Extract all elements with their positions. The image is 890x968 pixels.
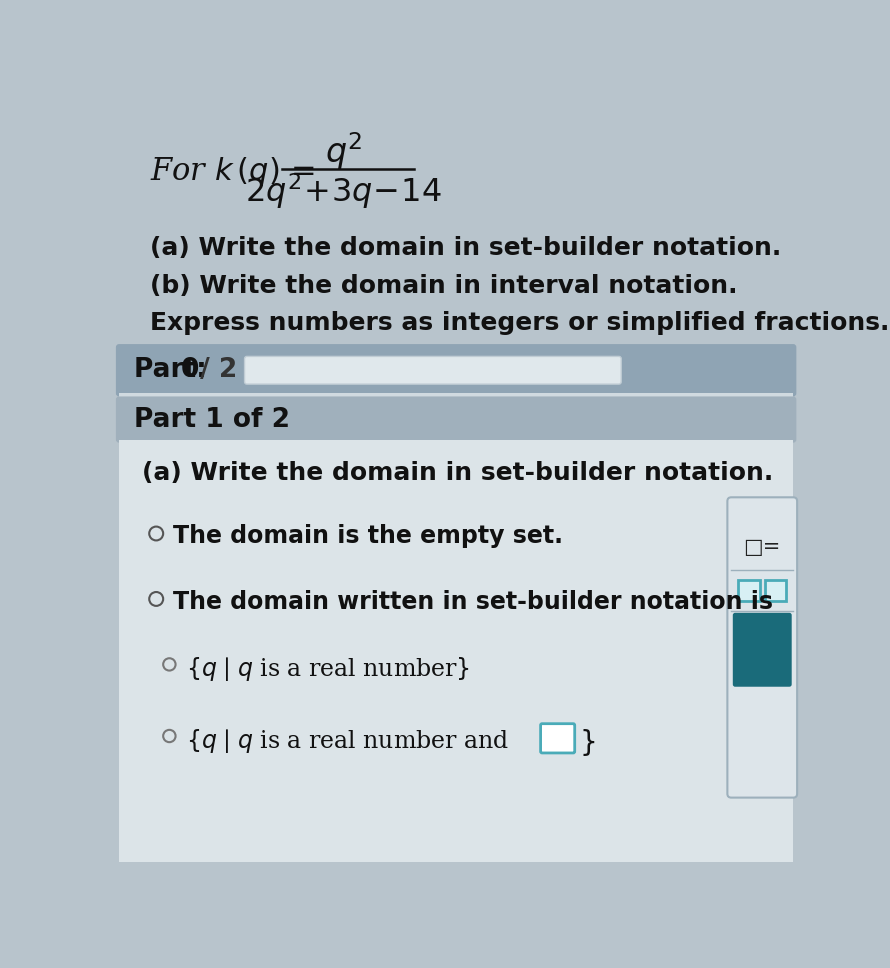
Text: (a) Write the domain in set-builder notation.: (a) Write the domain in set-builder nota…: [150, 235, 781, 259]
FancyBboxPatch shape: [119, 439, 793, 862]
Text: $\}$: $\}$: [579, 727, 595, 758]
FancyBboxPatch shape: [116, 344, 797, 397]
FancyBboxPatch shape: [738, 580, 760, 601]
Text: $\{q\mid q$ is a real number$\}$: $\{q\mid q$ is a real number$\}$: [186, 655, 471, 683]
Text: $q^2$: $q^2$: [325, 130, 362, 171]
Text: (a) Write the domain in set-builder notation.: (a) Write the domain in set-builder nota…: [142, 461, 773, 485]
Text: For $k\,(q)\,=$: For $k\,(q)\,=$: [150, 155, 315, 188]
Text: Express numbers as integers or simplified fractions.: Express numbers as integers or simplifie…: [150, 311, 889, 335]
Text: The domain written in set-builder notation is: The domain written in set-builder notati…: [174, 590, 773, 614]
FancyBboxPatch shape: [111, 116, 801, 355]
FancyBboxPatch shape: [765, 580, 786, 601]
FancyBboxPatch shape: [732, 613, 792, 686]
Text: □=: □=: [743, 537, 781, 558]
Text: / 2: / 2: [191, 357, 238, 383]
Text: $\{q\mid q$ is a real number and: $\{q\mid q$ is a real number and: [186, 727, 510, 755]
Text: The domain is the empty set.: The domain is the empty set.: [174, 525, 563, 548]
Text: $2q^2\!+\!3q\!-\!14$: $2q^2\!+\!3q\!-\!14$: [246, 171, 442, 211]
Text: Part:: Part:: [134, 357, 216, 383]
Text: Part 1 of 2: Part 1 of 2: [134, 407, 290, 433]
FancyBboxPatch shape: [245, 356, 621, 384]
FancyBboxPatch shape: [727, 498, 797, 798]
Text: 0: 0: [181, 357, 199, 383]
FancyBboxPatch shape: [119, 393, 793, 400]
FancyBboxPatch shape: [540, 724, 575, 753]
FancyBboxPatch shape: [116, 397, 797, 442]
Text: (b) Write the domain in interval notation.: (b) Write the domain in interval notatio…: [150, 274, 738, 298]
